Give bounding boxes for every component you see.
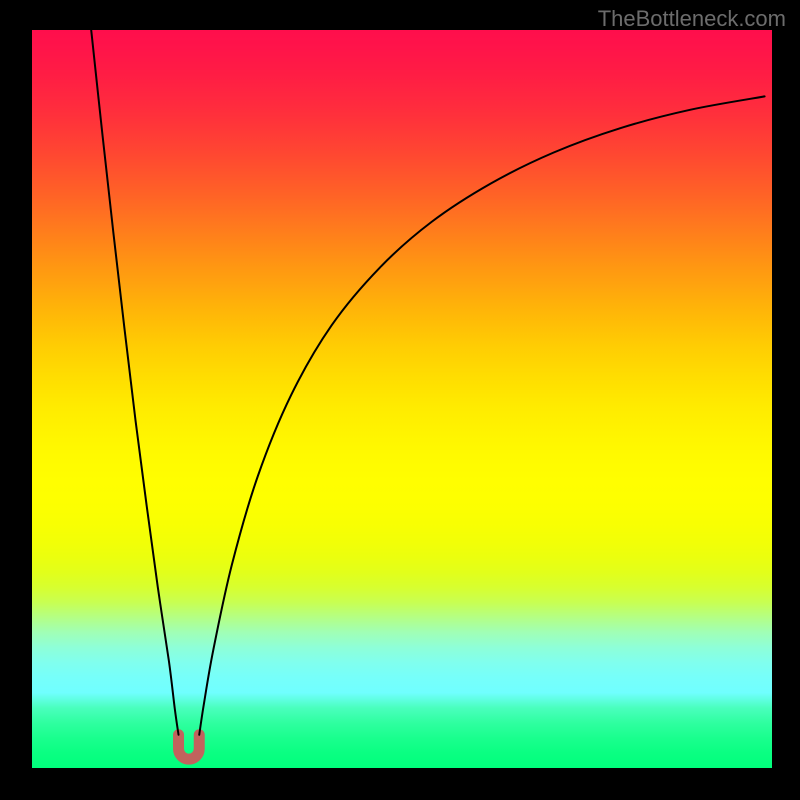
minimum-marker [179, 735, 200, 759]
curve-right-branch [199, 96, 764, 734]
watermark-text: TheBottleneck.com [598, 6, 786, 32]
curve-left-branch [91, 30, 178, 735]
chart-container: TheBottleneck.com [0, 0, 800, 800]
curve-layer [32, 30, 772, 768]
plot-area [32, 30, 772, 768]
